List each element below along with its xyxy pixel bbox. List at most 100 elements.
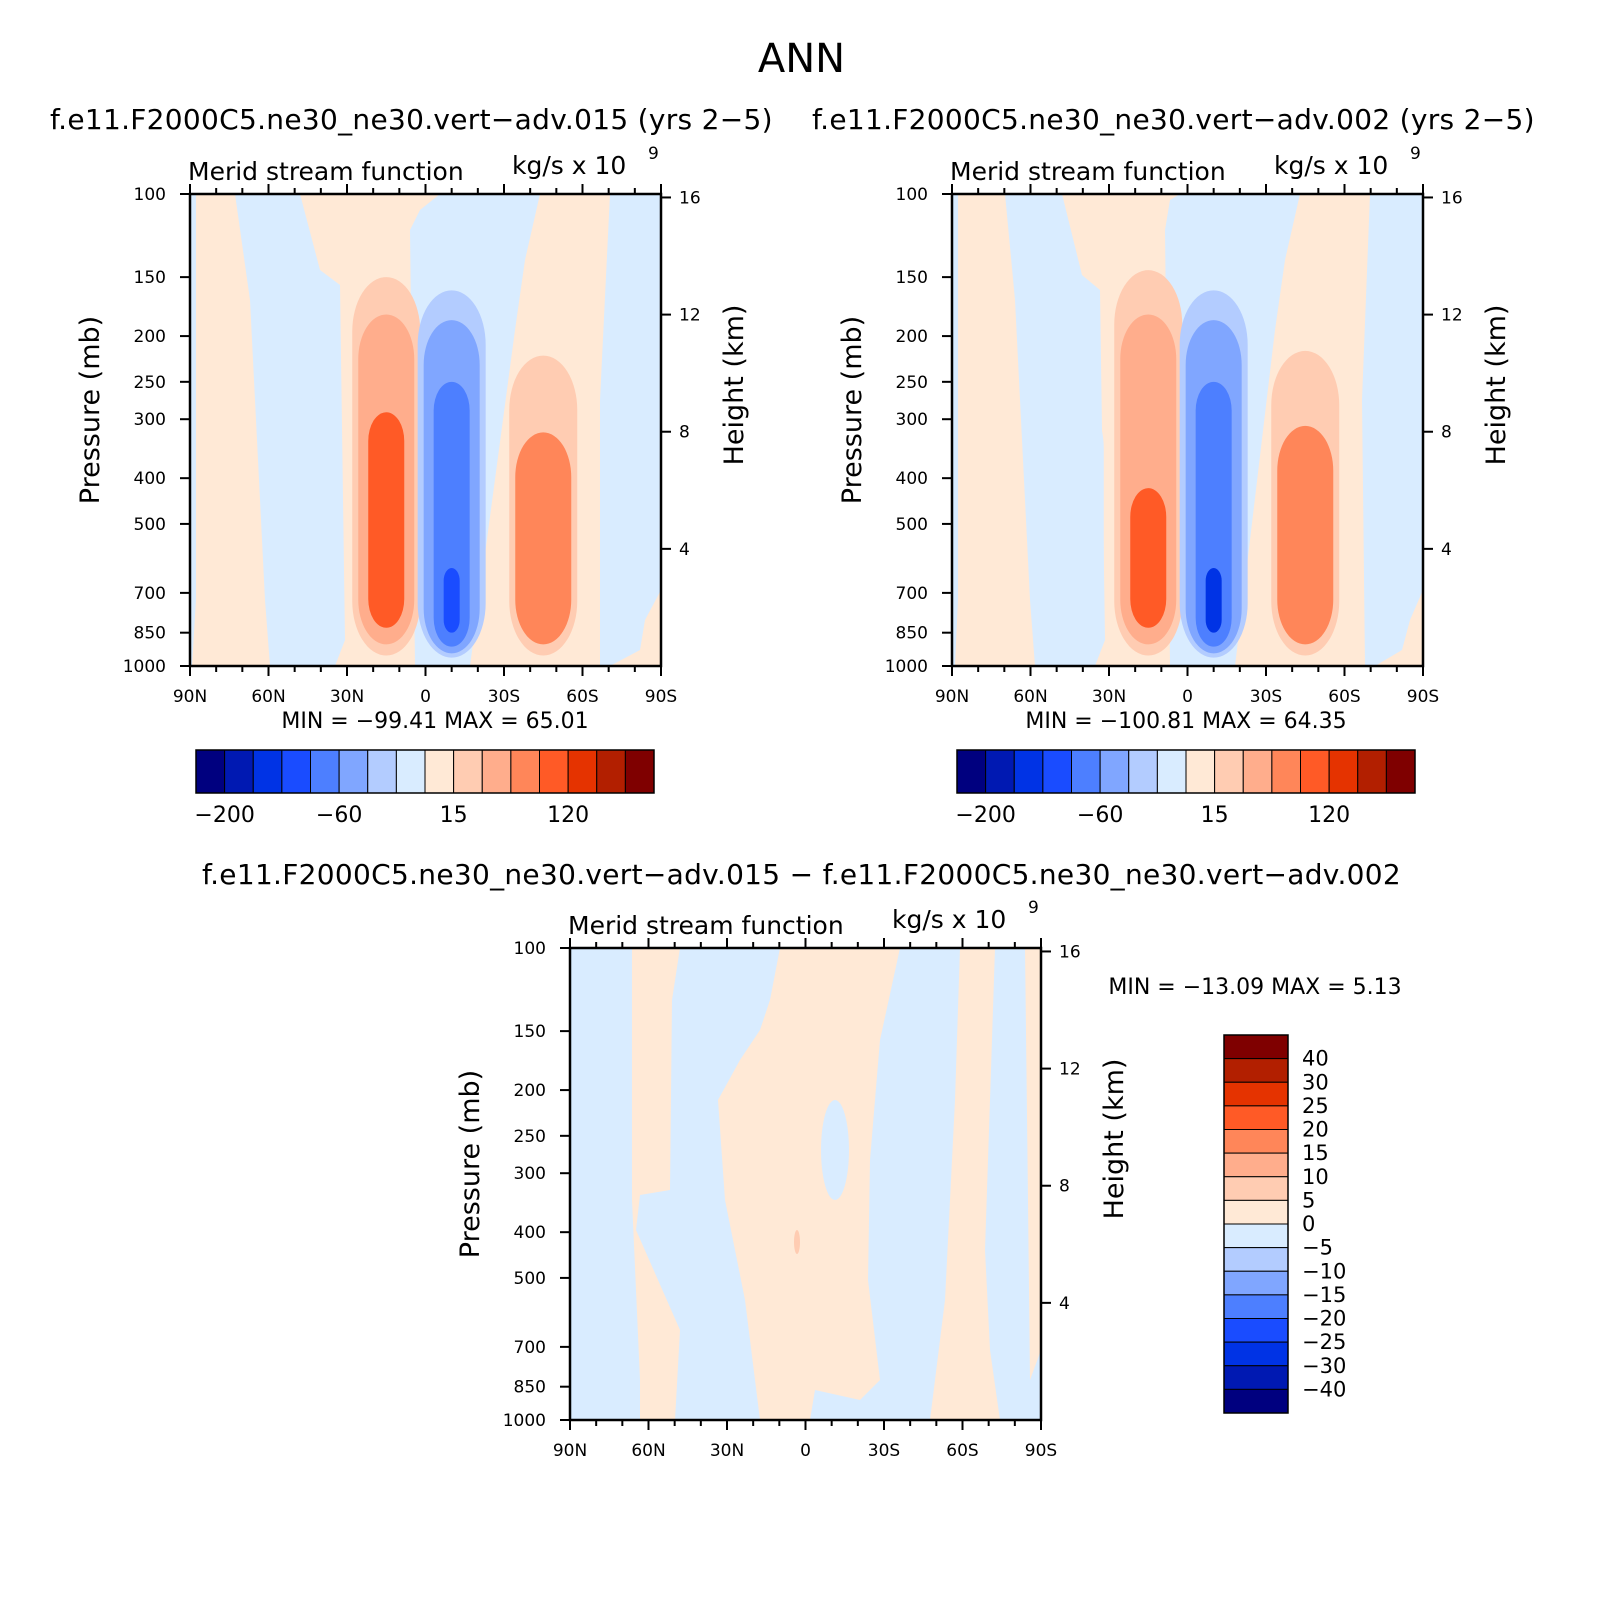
colorbar-label: −5 bbox=[1302, 1236, 1333, 1260]
panel-1-band-pole-blue bbox=[190, 194, 196, 666]
colorbar-label: −200 bbox=[955, 803, 1015, 828]
colorbar-cell bbox=[1223, 1223, 1289, 1249]
contour-cell bbox=[1130, 488, 1167, 628]
colorbar-label: 15 bbox=[440, 803, 468, 828]
colorbar-cell bbox=[252, 749, 283, 794]
x-tick-label: 90S bbox=[645, 687, 677, 707]
x-tick-label: 60S bbox=[566, 687, 598, 707]
panel-3-min-max: MIN = −13.09 MAX = 5.13 bbox=[1108, 975, 1401, 1000]
colorbar-cell bbox=[1223, 1034, 1289, 1060]
colorbar-label: 15 bbox=[1201, 803, 1229, 828]
colorbar-cell bbox=[1223, 1341, 1289, 1367]
colorbar-cell bbox=[1042, 749, 1072, 794]
colorbar-label: 120 bbox=[1308, 803, 1350, 828]
panel-1 bbox=[190, 194, 661, 666]
colorbar-cell bbox=[624, 749, 655, 794]
colorbar-cell bbox=[1185, 749, 1216, 794]
y-tick-label: 250 bbox=[514, 1127, 546, 1147]
contour-cell bbox=[1035, 393, 1104, 633]
panel-3-run-title: f.e11.F2000C5.ne30_ne30.vert−adv.015 − f… bbox=[201, 858, 1402, 891]
panel-3-band-d bbox=[1025, 948, 1041, 1380]
colorbar-cell bbox=[1223, 1176, 1289, 1201]
x-tick-label: 60N bbox=[631, 1441, 665, 1461]
colorbar-label: −40 bbox=[1302, 1377, 1346, 1401]
x-tick-label: 60N bbox=[251, 687, 285, 707]
colorbar-label: −60 bbox=[316, 803, 362, 828]
colorbar-label: 20 bbox=[1302, 1118, 1329, 1142]
y-tick-label: 400 bbox=[134, 469, 166, 489]
x-tick-label: 60S bbox=[1328, 687, 1360, 707]
colorbar-label: 25 bbox=[1302, 1094, 1329, 1118]
plot-label: Merid stream function bbox=[950, 157, 1226, 186]
x-tick-label: 90N bbox=[935, 687, 969, 707]
colorbar-label: 10 bbox=[1302, 1165, 1329, 1189]
x-tick-label: 30S bbox=[868, 1441, 900, 1461]
x-tick-label: 90S bbox=[1025, 1441, 1057, 1461]
colorbar-cell bbox=[453, 749, 483, 794]
colorbar-cell bbox=[567, 749, 598, 794]
y2-axis-label: Height (km) bbox=[1481, 305, 1512, 466]
colorbar-cell bbox=[1223, 1105, 1289, 1130]
colorbar-label: 40 bbox=[1302, 1047, 1329, 1071]
colorbar-label: −15 bbox=[1302, 1283, 1346, 1307]
units-label: kg/s x 10 bbox=[892, 905, 1006, 934]
y-tick-label: 100 bbox=[134, 185, 166, 205]
panel-3-orange-dot bbox=[794, 1230, 800, 1254]
colorbar-label: 120 bbox=[547, 803, 589, 828]
y-tick-label: 100 bbox=[514, 939, 546, 959]
x-tick-label: 90S bbox=[1407, 687, 1439, 707]
colorbar-cell bbox=[1271, 749, 1301, 794]
colorbar-cell bbox=[1013, 749, 1044, 794]
colorbar-label: −30 bbox=[1302, 1354, 1346, 1378]
contour-cell bbox=[443, 568, 460, 633]
y-tick-label: 300 bbox=[134, 410, 166, 430]
colorbar-label: 15 bbox=[1302, 1141, 1329, 1165]
colorbar-frame bbox=[195, 749, 655, 794]
colorbar-cell bbox=[1223, 1129, 1289, 1154]
y2-tick-label: 16 bbox=[1441, 188, 1463, 208]
y-tick-label: 300 bbox=[896, 410, 928, 430]
y2-tick-label: 16 bbox=[1059, 942, 1081, 962]
y-tick-label: 700 bbox=[514, 1338, 546, 1358]
y-tick-label: 300 bbox=[514, 1164, 546, 1184]
colorbar-cell bbox=[1128, 749, 1158, 794]
colorbar-cell bbox=[985, 749, 1015, 794]
y-tick-label: 400 bbox=[896, 469, 928, 489]
colorbar-cell bbox=[1223, 1365, 1289, 1390]
colorbar-cell bbox=[195, 749, 226, 794]
colorbar-layer: −200 −60 15 120 −200 −60 15 12040302520151050−5… bbox=[194, 749, 1416, 1414]
colorbar-cell bbox=[424, 749, 455, 794]
y-tick-label: 1000 bbox=[503, 1411, 546, 1431]
units-label: kg/s x 10 bbox=[1274, 151, 1388, 180]
contour-cell bbox=[515, 432, 572, 645]
x-tick-label: 0 bbox=[420, 687, 431, 707]
colorbar-cell bbox=[310, 749, 340, 794]
panel-1-min-max: MIN = −99.41 MAX = 65.01 bbox=[281, 709, 588, 734]
y2-tick-label: 12 bbox=[1441, 306, 1463, 326]
y2-tick-label: 16 bbox=[679, 188, 701, 208]
y-axis-label: Pressure (mb) bbox=[837, 316, 868, 504]
colorbar-cell bbox=[596, 749, 626, 794]
contour-cell bbox=[1277, 425, 1334, 645]
colorbar-cell bbox=[1223, 1388, 1289, 1414]
y-tick-label: 150 bbox=[896, 268, 928, 288]
colorbar-cell bbox=[1300, 749, 1330, 794]
panel-2-band-sh-blue bbox=[1362, 194, 1423, 666]
y2-tick-label: 12 bbox=[679, 306, 701, 326]
contour-cell bbox=[433, 381, 470, 647]
units-exponent: 9 bbox=[1410, 144, 1421, 164]
colorbar-cell bbox=[510, 749, 540, 794]
colorbar-cell bbox=[1223, 1270, 1289, 1296]
y2-tick-label: 4 bbox=[1059, 1294, 1070, 1314]
panel-3-band-c bbox=[930, 948, 1000, 1420]
y-axis-label: Pressure (mb) bbox=[75, 316, 106, 504]
panel-3-band-b bbox=[718, 948, 900, 1420]
contour-cell bbox=[1205, 568, 1222, 633]
contour-cell bbox=[368, 412, 405, 628]
colorbar-cell bbox=[1223, 1247, 1289, 1272]
colorbar-cell bbox=[1223, 1199, 1289, 1225]
y2-tick-label: 4 bbox=[1441, 540, 1452, 560]
colorbar-cell bbox=[1099, 749, 1130, 794]
colorbar-cell bbox=[1223, 1318, 1289, 1343]
